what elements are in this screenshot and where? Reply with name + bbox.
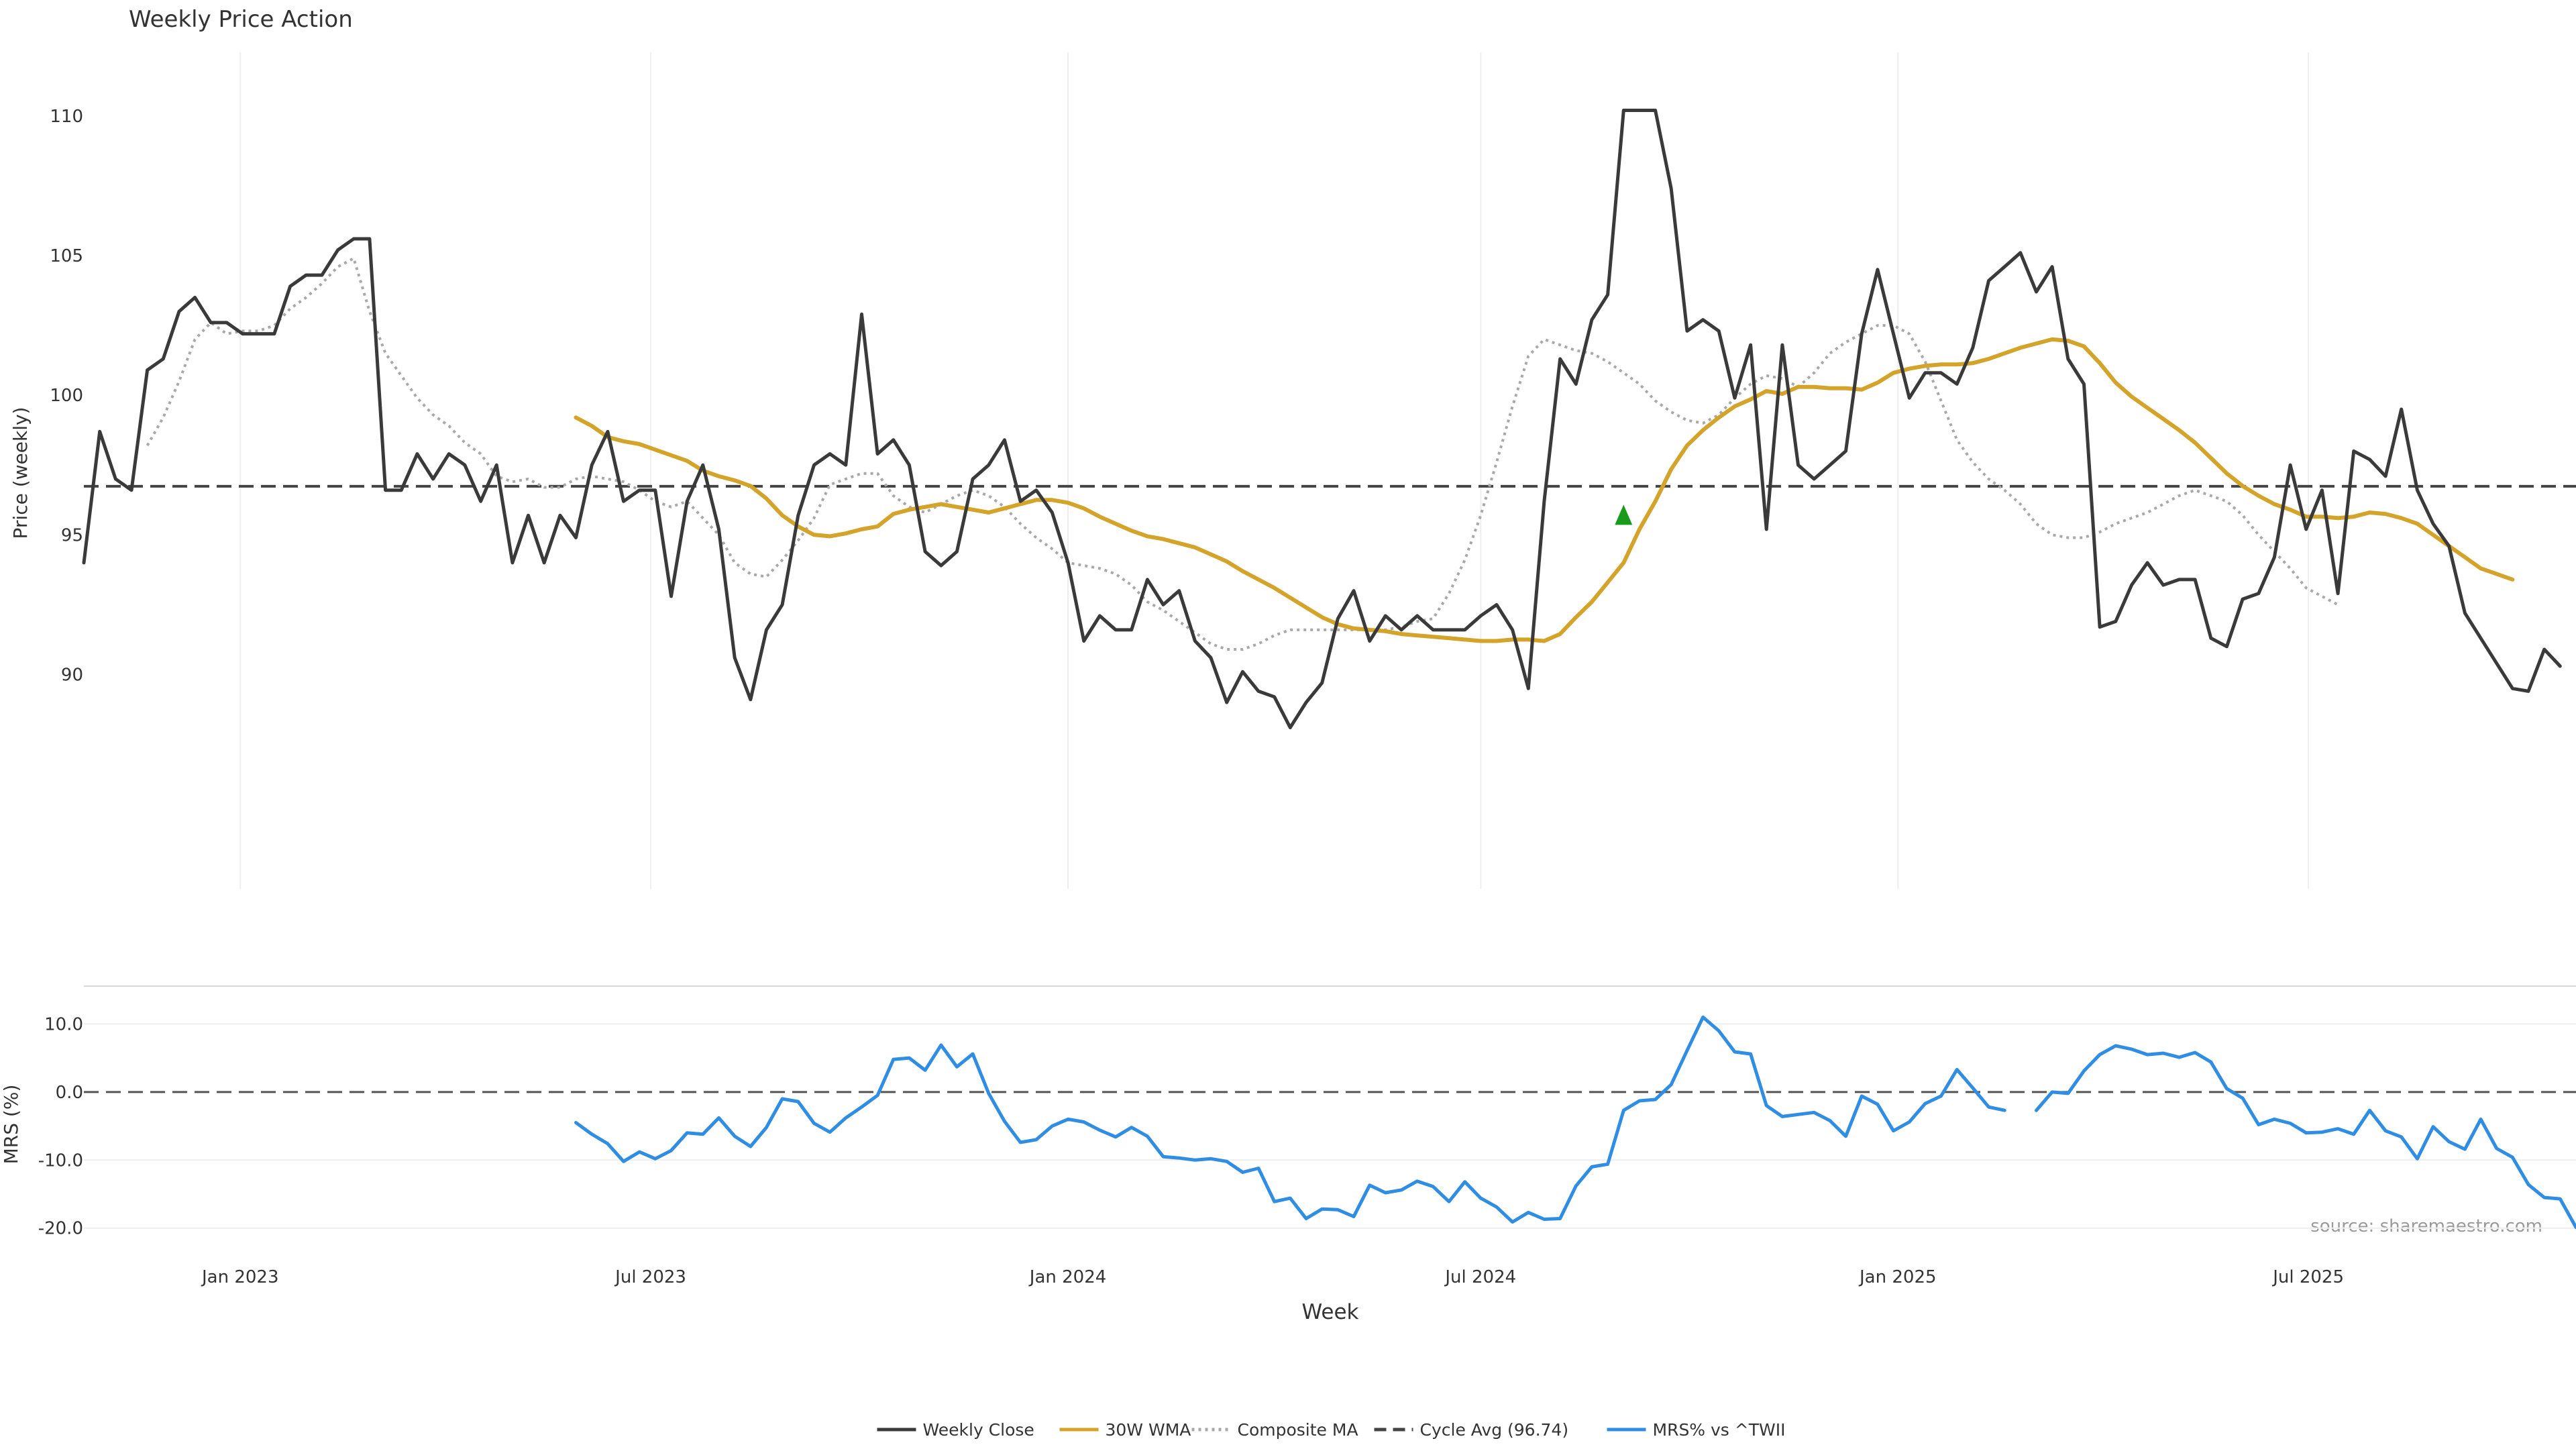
price-y-tick-label: 90	[61, 665, 83, 685]
price-panel-series	[82, 109, 2576, 730]
x-tick-label: Jan 2024	[1028, 1267, 1107, 1287]
price-y-tick-label: 105	[50, 246, 83, 266]
price-y-tick-label: 110	[50, 107, 83, 127]
legend-label: Weekly Close	[923, 1420, 1034, 1440]
price-axis-label: Price (weekly)	[9, 407, 32, 539]
mrs-y-tick-label: 0.0	[56, 1083, 83, 1103]
legend: Weekly Close 30W WMA Composite MA Cycle Avg…	[877, 1420, 1786, 1440]
mrs-axis-label: MRS (%)	[0, 1085, 22, 1165]
x-tick-label: Jan 2025	[1858, 1267, 1937, 1287]
x-axis-ticks: Jan 2023 Jul 2023 Jan 2024 Jul 2024 Jan 2025…	[201, 1267, 2344, 1287]
x-tick-label: Jul 2023	[614, 1267, 686, 1287]
mrs-y-tick-label: -10.0	[38, 1150, 83, 1171]
mrs-y-ticks: 10.0 0.0 -10.0 -20.0	[38, 1014, 83, 1238]
legend-label: Composite MA	[1238, 1420, 1358, 1440]
x-axis-label: Week	[1302, 1300, 1359, 1324]
legend-label: 30W WMA	[1106, 1420, 1191, 1440]
mrs-vs-twii-line	[574, 1015, 2006, 1224]
x-tick-label: Jan 2023	[201, 1267, 279, 1287]
source-annotation: source: sharemaestro.com	[2310, 1216, 2542, 1236]
legend-label: MRS% vs ^TWII	[1653, 1420, 1786, 1440]
mrs-y-tick-label: 10.0	[44, 1014, 83, 1034]
mrs-vs-twii-line	[2035, 1044, 2576, 1230]
legend-label: Cycle Avg (96.74)	[1420, 1420, 1569, 1440]
price-y-ticks: 90 95 100 105 110	[50, 107, 83, 686]
legend-item-mrs-vs-twii: MRS% vs ^TWII	[1607, 1420, 1786, 1440]
mrs-panel-series	[574, 1015, 2576, 1230]
legend-item-30w-wma: 30W WMA	[1059, 1420, 1191, 1440]
price-panel-gridlines	[239, 52, 2310, 889]
30w-wma-line	[574, 337, 2515, 643]
mrs-panel-gridlines	[84, 985, 2576, 1229]
signal-up-triangle-marker	[1615, 504, 1633, 525]
mrs-y-tick-label: -20.0	[38, 1219, 83, 1239]
price-y-tick-label: 95	[61, 525, 83, 545]
legend-item-composite-ma: Composite MA	[1191, 1420, 1358, 1440]
composite-ma-line	[146, 257, 2339, 651]
x-tick-label: Jul 2024	[1444, 1267, 1516, 1287]
legend-item-weekly-close: Weekly Close	[877, 1420, 1034, 1440]
price-y-tick-label: 100	[50, 386, 83, 406]
x-tick-label: Jul 2025	[2271, 1267, 2344, 1287]
legend-item-cycle-avg-96-74: Cycle Avg (96.74)	[1374, 1420, 1569, 1440]
chart-title: Weekly Price Action	[129, 6, 353, 33]
weekly-close-line	[82, 109, 2562, 730]
